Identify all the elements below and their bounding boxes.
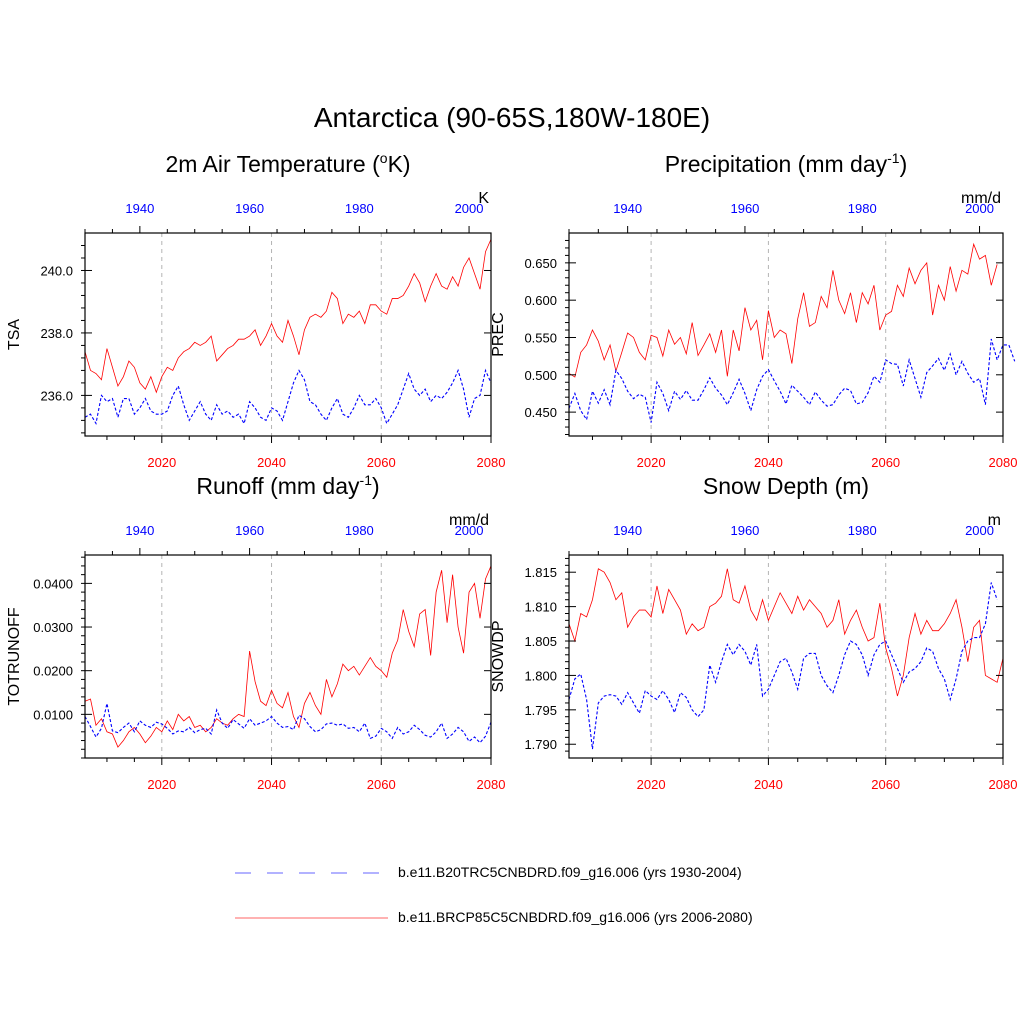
x-tick-label-top: 1940 (125, 523, 154, 538)
units-label: m (988, 512, 1001, 529)
y-tick-label: 1.800 (524, 668, 557, 683)
y-tick-label: 1.795 (524, 703, 557, 718)
y-tick-label: 0.500 (524, 368, 557, 383)
series-future (568, 568, 1004, 697)
x-tick-label-bottom: 2080 (477, 777, 506, 792)
plot-frame (568, 232, 1004, 437)
x-tick-label-bottom: 2040 (754, 455, 783, 470)
x-tick-label-top: 1980 (345, 523, 374, 538)
x-tick-label-bottom: 2080 (477, 455, 506, 470)
y-axis-label: TSA (6, 319, 23, 350)
y-tick-label: 1.790 (524, 737, 557, 752)
plot-frame (568, 554, 1004, 759)
panel-title: Snow Depth (m) (703, 473, 869, 499)
series-historical (84, 368, 492, 426)
y-tick-label: 0.600 (524, 293, 557, 308)
x-tick-label-bottom: 2040 (257, 455, 286, 470)
x-tick-label-bottom: 2060 (871, 777, 900, 792)
x-tick-label-top: 1980 (848, 201, 877, 216)
x-tick-label-top: 1980 (848, 523, 877, 538)
y-tick-label: 0.0400 (33, 576, 73, 591)
x-tick-label-top: 1940 (613, 523, 642, 538)
legend: b.e11.B20TRC5CNBDRD.f09_g16.006 (yrs 193… (235, 864, 753, 925)
y-tick-label: 0.0100 (33, 707, 73, 722)
y-tick-label: 0.650 (524, 256, 557, 271)
x-tick-label-bottom: 2040 (754, 777, 783, 792)
x-tick-label-bottom: 2020 (637, 777, 666, 792)
panel-title: Precipitation (mm day-1) (665, 150, 908, 177)
x-tick-label-top: 2000 (455, 201, 484, 216)
series-historical (568, 582, 998, 750)
units-label: K (478, 190, 489, 207)
x-tick-label-bottom: 2080 (989, 777, 1018, 792)
legend-label-historical: b.e11.B20TRC5CNBDRD.f09_g16.006 (yrs 193… (398, 864, 742, 880)
x-tick-label-top: 1980 (345, 201, 374, 216)
x-tick-label-bottom: 2080 (989, 455, 1018, 470)
panel-title: 2m Air Temperature (oK) (165, 150, 410, 177)
figure-title: Antarctica (90-65S,180W-180E) (314, 102, 710, 133)
x-tick-label-top: 1940 (125, 201, 154, 216)
panel-2: Runoff (mm day-1) TOTRUNOFF mm/d 0.0100 0.02… (6, 472, 505, 792)
y-tick-label: 0.0300 (33, 620, 73, 635)
series-future (84, 565, 492, 748)
y-tick-label: 1.810 (524, 600, 557, 615)
plot-frame (84, 554, 492, 759)
legend-label-future: b.e11.BRCP85C5CNBDRD.f09_g16.006 (yrs 20… (398, 909, 753, 925)
y-tick-label: 240.0 (40, 263, 73, 278)
x-tick-label-top: 1940 (613, 201, 642, 216)
series-future (84, 239, 492, 394)
x-tick-label-bottom: 2020 (147, 455, 176, 470)
units-label: mm/d (961, 190, 1001, 207)
panel-1: Precipitation (mm day-1) PREC mm/d 0.450 0.5… (490, 150, 1017, 470)
series-future (568, 242, 998, 378)
x-tick-label-bottom: 2060 (367, 777, 396, 792)
y-tick-label: 0.450 (524, 405, 557, 420)
x-tick-label-top: 1960 (730, 201, 759, 216)
y-axis-label: PREC (490, 312, 507, 356)
panels: 2m Air Temperature (oK) TSA K 236.0 238.0 240… (6, 150, 1017, 792)
series-historical (568, 338, 1016, 423)
y-axis-label: TOTRUNOFF (6, 607, 23, 706)
x-tick-label-top: 2000 (965, 523, 994, 538)
x-tick-label-top: 2000 (455, 523, 484, 538)
series-historical (84, 703, 492, 744)
y-axis-label: SNOWDP (490, 621, 507, 693)
units-label: mm/d (449, 512, 489, 529)
x-tick-label-bottom: 2020 (637, 455, 666, 470)
x-tick-label-bottom: 2060 (367, 455, 396, 470)
panel-3: Snow Depth (m) SNOWDP m 1.790 1.795 1.800 1.80… (490, 473, 1017, 792)
y-tick-label: 0.550 (524, 330, 557, 345)
x-tick-label-top: 1960 (730, 523, 759, 538)
panel-0: 2m Air Temperature (oK) TSA K 236.0 238.0 240… (6, 150, 505, 470)
x-tick-label-top: 2000 (965, 201, 994, 216)
x-tick-label-top: 1960 (235, 201, 264, 216)
x-tick-label-bottom: 2060 (871, 455, 900, 470)
y-tick-label: 1.805 (524, 634, 557, 649)
y-tick-label: 1.815 (524, 565, 557, 580)
x-tick-label-top: 1960 (235, 523, 264, 538)
x-tick-label-bottom: 2020 (147, 777, 176, 792)
y-tick-label: 238.0 (40, 326, 73, 341)
plot-frame (84, 232, 492, 437)
panel-title: Runoff (mm day-1) (196, 472, 379, 499)
x-tick-label-bottom: 2040 (257, 777, 286, 792)
y-tick-label: 236.0 (40, 388, 73, 403)
y-tick-label: 0.0200 (33, 664, 73, 679)
